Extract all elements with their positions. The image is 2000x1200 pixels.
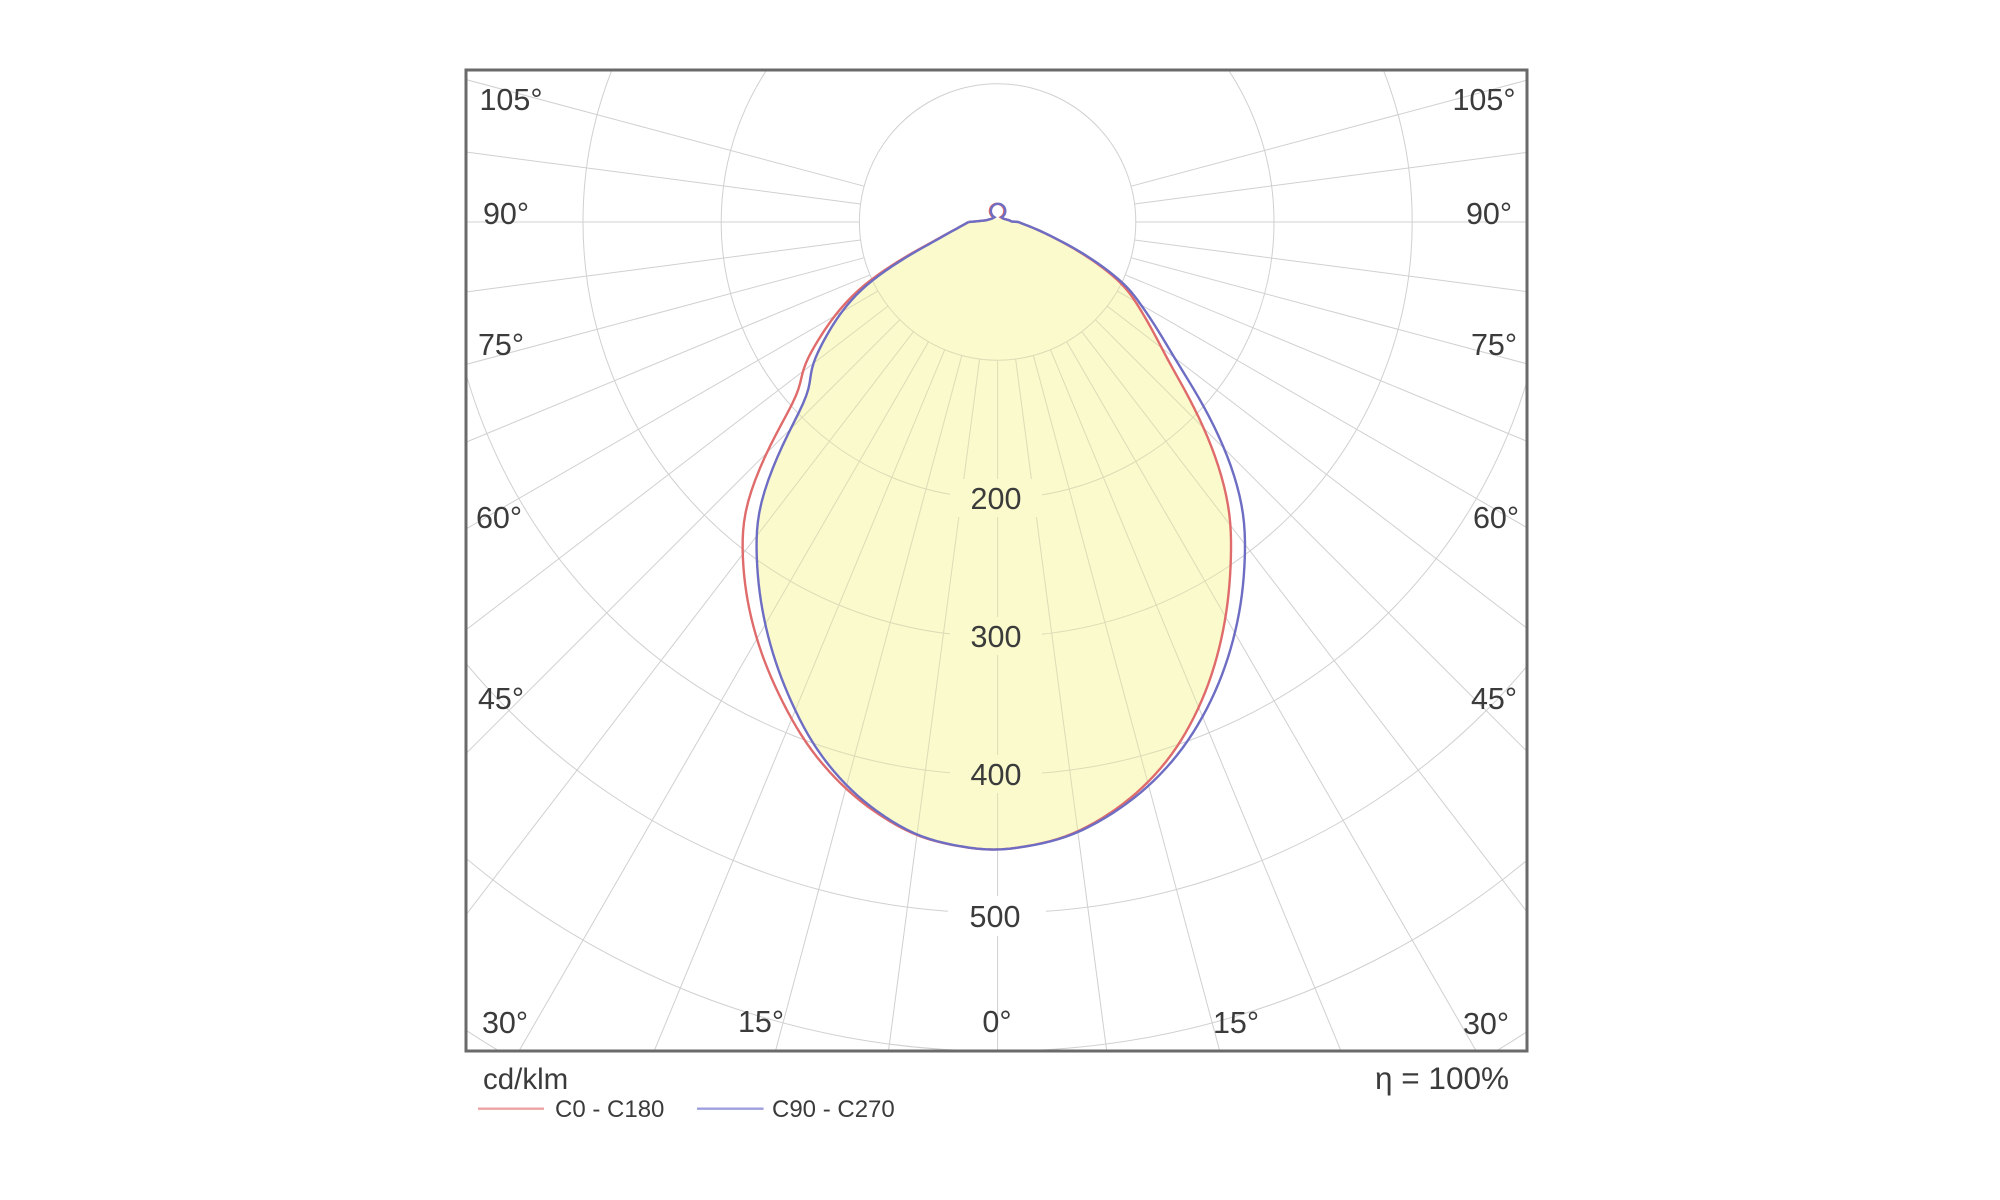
svg-text:30°: 30°: [1463, 1007, 1509, 1041]
svg-text:300: 300: [971, 620, 1022, 654]
svg-text:200: 200: [971, 482, 1022, 516]
svg-text:C0 - C180: C0 - C180: [555, 1096, 664, 1123]
svg-text:15°: 15°: [1213, 1006, 1259, 1040]
svg-text:105°: 105°: [1452, 83, 1515, 117]
svg-text:45°: 45°: [1471, 682, 1517, 716]
svg-text:C90 - C270: C90 - C270: [772, 1096, 895, 1123]
svg-text:η = 100%: η = 100%: [1375, 1060, 1509, 1096]
svg-text:500: 500: [970, 900, 1021, 934]
svg-text:400: 400: [971, 758, 1022, 792]
svg-text:60°: 60°: [476, 501, 522, 535]
svg-text:0°: 0°: [982, 1005, 1011, 1039]
svg-text:90°: 90°: [1466, 197, 1512, 231]
svg-text:90°: 90°: [483, 197, 529, 231]
svg-text:cd/klm: cd/klm: [483, 1063, 568, 1096]
svg-text:105°: 105°: [479, 83, 542, 117]
svg-text:45°: 45°: [478, 682, 524, 716]
svg-text:15°: 15°: [738, 1005, 784, 1039]
svg-text:30°: 30°: [482, 1006, 528, 1040]
svg-text:75°: 75°: [478, 328, 524, 362]
svg-text:75°: 75°: [1471, 328, 1517, 362]
svg-text:60°: 60°: [1473, 501, 1519, 535]
